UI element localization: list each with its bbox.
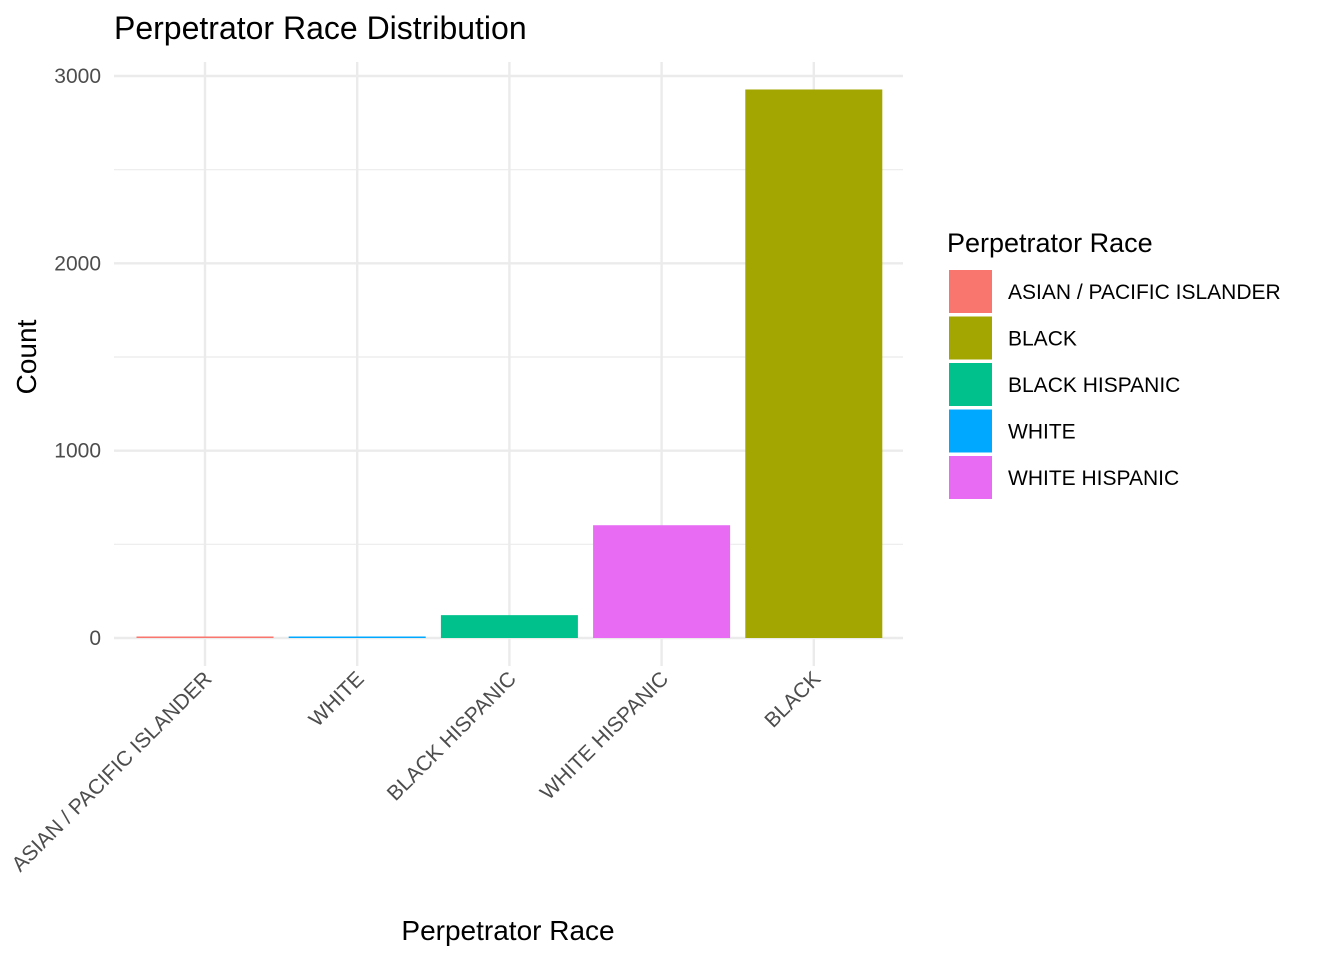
legend-label: BLACK [1008, 328, 1077, 351]
x-axis-title: Perpetrator Race [401, 915, 614, 946]
x-tick-label: WHITE [305, 667, 369, 731]
bar [745, 89, 883, 639]
y-axis-title: Count [11, 319, 42, 394]
legend-swatch [949, 363, 992, 406]
y-tick-label: 2000 [54, 252, 101, 275]
legend-swatch [949, 270, 992, 313]
legend-title: Perpetrator Race [947, 228, 1153, 258]
bar [440, 615, 578, 638]
legend-swatch [949, 409, 992, 453]
x-tick-label: ASIAN / PACIFIC ISLANDER [7, 667, 216, 876]
chart-title: Perpetrator Race Distribution [114, 10, 527, 46]
legend-items: ASIAN / PACIFIC ISLANDER BLACK BLACK HISPA… [949, 270, 1281, 499]
legend-swatch [949, 456, 992, 499]
y-tick-label: 3000 [54, 65, 101, 88]
x-axis-ticks: ASIAN / PACIFIC ISLANDER WHITE BLACK HISPA… [7, 667, 825, 876]
legend-label: WHITE HISPANIC [1008, 467, 1179, 490]
bar [593, 525, 731, 638]
x-tick-label: BLACK [760, 667, 825, 732]
x-tick-label: WHITE HISPANIC [536, 667, 673, 804]
legend-label: BLACK HISPANIC [1008, 374, 1180, 397]
legend-label: WHITE [1008, 421, 1076, 444]
legend-label: ASIAN / PACIFIC ISLANDER [1008, 281, 1281, 304]
y-tick-label: 0 [89, 627, 101, 650]
bars [136, 89, 883, 639]
y-tick-label: 1000 [54, 440, 101, 463]
x-tick-label: BLACK HISPANIC [383, 667, 521, 805]
bar [136, 636, 274, 638]
bar [288, 636, 426, 638]
legend-swatch [949, 316, 992, 360]
legend: Perpetrator Race ASIAN / PACIFIC ISLANDE… [947, 228, 1281, 499]
y-axis-ticks: 0 1000 2000 3000 [54, 65, 101, 650]
